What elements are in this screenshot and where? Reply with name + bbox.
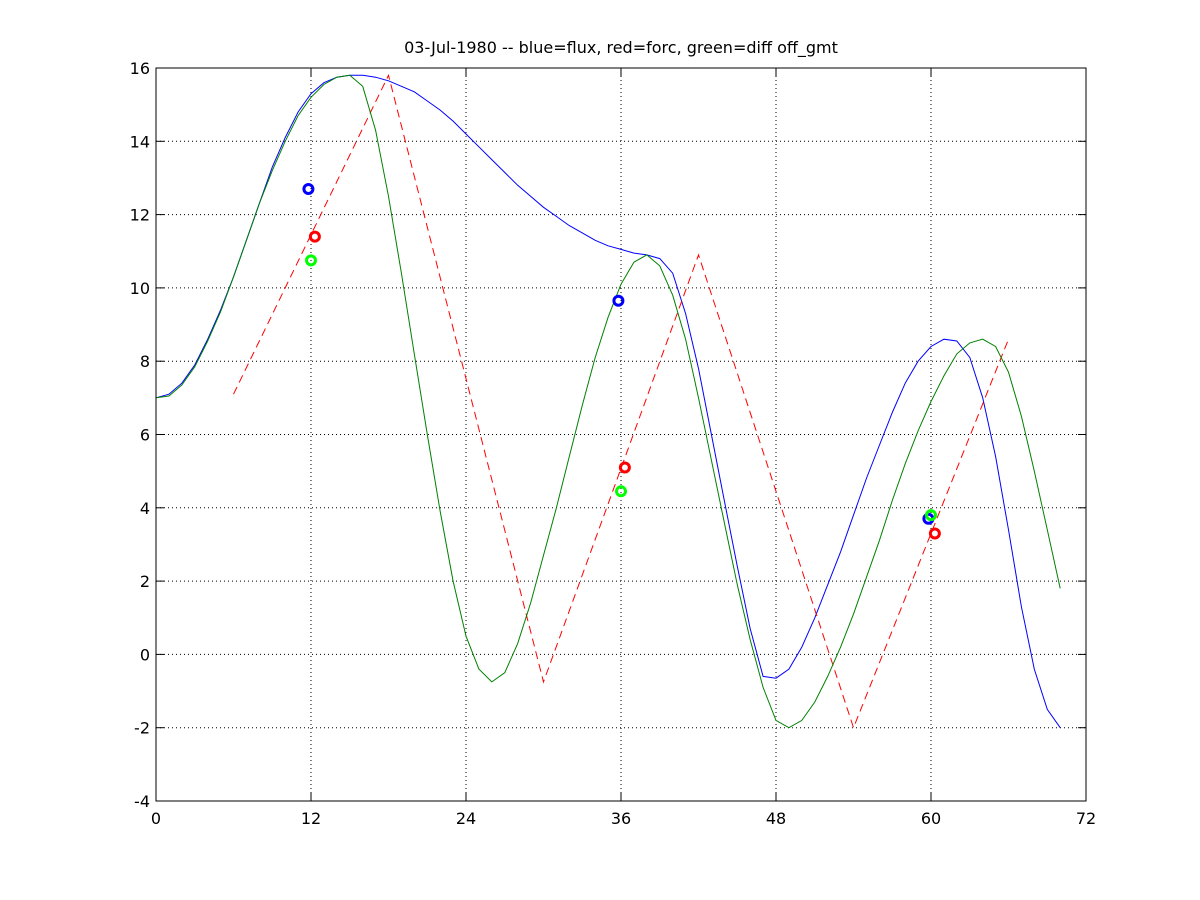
series-group xyxy=(155,73,1061,730)
x-tick-label: 12 xyxy=(301,809,321,828)
y-tick-label: 6 xyxy=(140,426,150,445)
y-tick-label: 4 xyxy=(140,499,150,518)
data-point-marker xyxy=(308,230,321,243)
data-point-marker xyxy=(925,509,937,522)
y-tick-label: 16 xyxy=(130,59,150,78)
data-point-marker xyxy=(302,182,315,195)
y-tick-label: -2 xyxy=(134,719,150,738)
y-tick-label: 10 xyxy=(130,279,150,298)
flux-series-line xyxy=(155,74,1061,728)
y-tick-label: 14 xyxy=(130,132,150,151)
x-tick-label: 24 xyxy=(456,809,476,828)
data-point-marker xyxy=(305,254,317,267)
y-tick-label: 0 xyxy=(140,645,150,664)
forc-series-line xyxy=(233,73,1009,730)
y-tick-label: 8 xyxy=(140,352,150,371)
data-point-marker xyxy=(612,294,625,307)
x-tick-label: 36 xyxy=(611,809,631,828)
chart-title: 03-Jul-1980 -- blue=flux, red=forc, gree… xyxy=(404,38,838,58)
x-tick-label: 48 xyxy=(766,809,786,828)
y-tick-label: 2 xyxy=(140,572,150,591)
y-tick-label: -4 xyxy=(134,792,150,811)
grid-lines xyxy=(156,68,1086,801)
data-point-marker xyxy=(618,461,631,474)
markers-group xyxy=(302,182,941,540)
data-point-marker xyxy=(928,527,941,540)
y-tick-label: 12 xyxy=(130,206,150,225)
x-tick-label: 60 xyxy=(921,809,941,828)
x-tick-label: 72 xyxy=(1076,809,1096,828)
x-tick-label: 0 xyxy=(151,809,161,828)
data-point-marker xyxy=(615,485,627,498)
diff-series-line xyxy=(155,74,1061,729)
